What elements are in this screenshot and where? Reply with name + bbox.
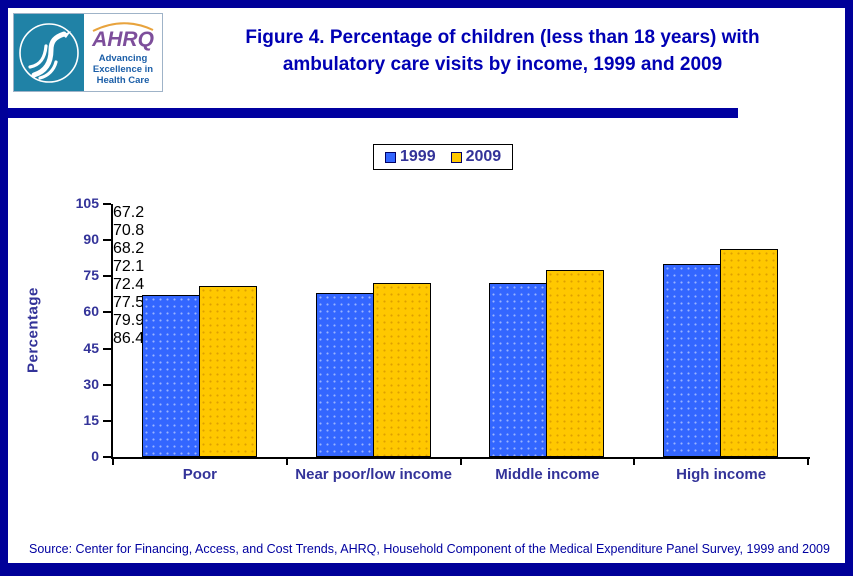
bar-value-1999-poor: 67.2 xyxy=(113,204,145,221)
x-axis-category-high-income: High income xyxy=(676,466,767,483)
bar-2009-middle-income xyxy=(546,270,604,457)
page-border-bottom xyxy=(0,563,853,576)
x-axis-tick xyxy=(286,459,288,465)
y-axis-tick-label: 45 xyxy=(83,339,99,356)
bar-1999-poor xyxy=(142,295,200,457)
hhs-eagle-icon xyxy=(19,23,79,83)
chart-plot-area: 0 15 30 45 60 75 90 105 67.2 70.8 Poor 68.2 72.1 Near… xyxy=(76,195,810,483)
y-axis-line xyxy=(111,204,113,459)
x-axis-category-poor: Poor xyxy=(182,466,217,483)
y-axis-tick xyxy=(103,347,111,350)
bar-2009-poor xyxy=(199,286,257,457)
legend-swatch-1999 xyxy=(385,151,396,163)
bar-2009-high-income xyxy=(720,249,778,457)
y-axis-tick xyxy=(103,456,111,458)
y-axis-tick xyxy=(103,275,111,278)
header-divider-bar xyxy=(8,108,738,118)
y-axis-tick xyxy=(103,419,111,422)
figure-title-line1: Figure 4. Percentage of children (less t… xyxy=(245,27,760,48)
bar-2009-near-poor-low-income xyxy=(373,283,431,457)
bar-value-2009-near-poor-low-income: 72.1 xyxy=(113,258,145,275)
legend-swatch-2009 xyxy=(450,151,462,163)
y-axis-tick-label: 30 xyxy=(83,375,99,392)
x-axis-tick xyxy=(807,459,809,465)
hhs-logo-panel xyxy=(14,14,84,91)
y-axis-tick xyxy=(103,311,111,314)
x-axis-tick xyxy=(112,459,114,465)
chart-legend: 1999 2009 xyxy=(373,144,514,170)
bar-value-2009-high-income: 86.4 xyxy=(113,330,145,347)
bar-1999-middle-income xyxy=(489,283,547,457)
bar-value-1999-near-poor-low-income: 68.2 xyxy=(113,240,145,257)
figure-title: Figure 4. Percentage of children (less t… xyxy=(170,24,835,78)
y-axis-tick-label: 15 xyxy=(83,411,99,428)
ahrq-wordmark: AHRQ xyxy=(92,27,154,51)
y-axis-tick xyxy=(103,239,111,242)
ahrq-logo-panel: AHRQ Advancing Excellence in Health Care xyxy=(84,14,162,91)
bar-value-1999-high-income: 79.9 xyxy=(113,312,145,329)
y-axis-tick-label: 105 xyxy=(75,195,99,211)
y-axis-tick-label: 90 xyxy=(83,231,99,248)
x-axis-line xyxy=(111,457,810,459)
x-axis-category-middle-income: Middle income xyxy=(495,466,600,483)
page-border-top xyxy=(0,0,853,8)
y-axis-tick-label: 60 xyxy=(83,303,99,320)
y-axis-title: Percentage xyxy=(24,287,42,374)
figure-title-line2: ambulatory care visits by income, 1999 a… xyxy=(282,54,723,75)
page-border-left xyxy=(0,0,8,565)
hhs-ahrq-logo: AHRQ Advancing Excellence in Health Care xyxy=(13,13,163,92)
legend-label-1999: 1999 xyxy=(400,148,436,165)
y-axis-tick xyxy=(103,383,111,386)
page-border-right xyxy=(845,0,853,565)
legend-item-2009: 2009 xyxy=(450,148,502,166)
ahrq-tagline: Advancing Excellence in Health Care xyxy=(92,52,154,86)
x-axis-tick xyxy=(460,459,462,465)
source-note: Source: Center for Financing, Access, an… xyxy=(29,542,830,556)
y-axis-tick-label: 0 xyxy=(91,448,99,464)
bar-1999-high-income xyxy=(663,264,721,457)
x-axis-tick xyxy=(633,459,635,465)
x-axis-category-near-poor-low-income: Near poor/low income xyxy=(295,466,452,483)
legend-item-1999: 1999 xyxy=(385,148,436,166)
bar-value-2009-poor: 70.8 xyxy=(113,222,145,239)
y-axis-tick-label: 75 xyxy=(83,267,99,284)
y-axis-tick xyxy=(103,203,111,205)
bar-value-1999-middle-income: 72.4 xyxy=(113,276,145,293)
legend-label-2009: 2009 xyxy=(465,148,502,165)
ahrq-swoosh-icon xyxy=(92,21,154,32)
bar-value-2009-middle-income: 77.5 xyxy=(113,294,145,311)
bar-1999-near-poor-low-income xyxy=(316,293,374,457)
